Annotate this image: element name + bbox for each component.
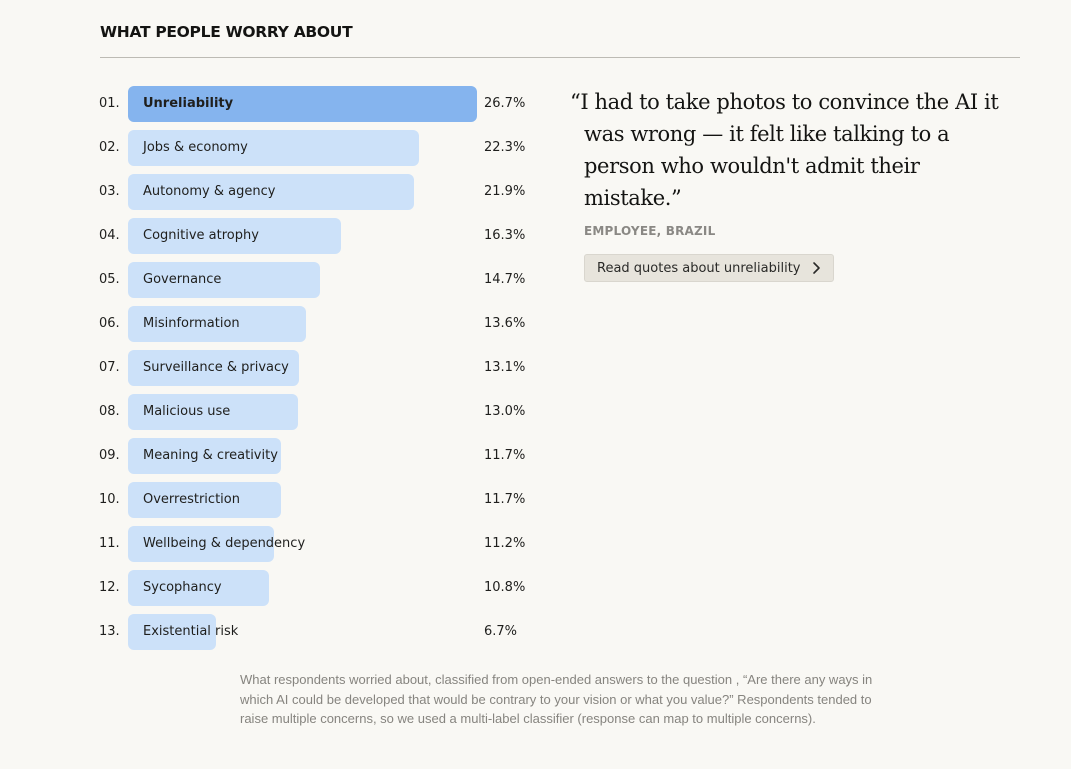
value-label: 21.9% [484,184,526,199]
quote-attribution: EMPLOYEE, BRAZIL [584,224,716,238]
category-label: Malicious use [143,404,231,419]
chart-row: 03. Autonomy & agency 21.9% [0,174,540,210]
value-label: 22.3% [484,140,526,155]
worry-bar-chart: 01. Unreliability 26.7% 02. Jobs & economy 22… [0,0,560,660]
rank-label: 10. [99,492,120,507]
rank-label: 03. [99,184,120,199]
category-label: Meaning & creativity [143,448,278,463]
bar[interactable] [128,614,216,650]
category-label: Jobs & economy [143,140,248,155]
bar[interactable] [128,86,477,122]
bar[interactable] [128,482,281,518]
chart-row: 13. Existential risk 6.7% [0,614,540,650]
chart-row: 06. Misinformation 13.6% [0,306,540,342]
bar[interactable] [128,526,274,562]
chart-row: 10. Overrestriction 11.7% [0,482,540,518]
category-label: Surveillance & privacy [143,360,289,375]
chart-caption: What respondents worried about, classifi… [240,672,873,726]
bar[interactable] [128,218,341,254]
bar[interactable] [128,350,299,386]
chevron-right-icon [811,261,821,275]
value-label: 11.2% [484,536,526,551]
rank-label: 04. [99,228,120,243]
section-title: WHAT PEOPLE WORRY ABOUT [100,23,353,41]
chart-row: 01. Unreliability 26.7% [0,86,540,122]
value-label: 6.7% [484,624,518,639]
section-divider [100,57,1020,58]
rank-label: 07. [99,360,120,375]
value-label: 13.0% [484,404,526,419]
value-label: 16.3% [484,228,526,243]
chart-row: 09. Meaning & creativity 11.7% [0,438,540,474]
rank-label: 12. [99,580,120,595]
value-label: 13.6% [484,316,526,331]
value-label: 10.8% [484,580,526,595]
rank-label: 06. [99,316,120,331]
category-label: Cognitive atrophy [143,228,259,243]
chart-row: 04. Cognitive atrophy 16.3% [0,218,540,254]
bar[interactable] [128,438,281,474]
category-label: Unreliability [143,96,234,111]
category-label: Autonomy & agency [143,184,276,199]
chart-row: 11. Wellbeing & dependency 11.2% [0,526,540,562]
bar[interactable] [128,570,269,606]
value-label: 13.1% [484,360,526,375]
category-label: Existential risk [143,624,239,639]
read-quotes-button[interactable]: Read quotes about unreliability [584,254,834,282]
rank-label: 11. [99,536,120,551]
rank-label: 08. [99,404,120,419]
category-label: Wellbeing & dependency [143,536,306,551]
category-label: Overrestriction [143,492,240,507]
bar[interactable] [128,394,298,430]
rank-label: 05. [99,272,120,287]
rank-label: 01. [99,96,120,111]
chart-row: 12. Sycophancy 10.8% [0,570,540,606]
rank-label: 09. [99,448,120,463]
category-label: Sycophancy [143,580,222,595]
bar[interactable] [128,174,414,210]
bar[interactable] [128,306,306,342]
value-label: 26.7% [484,96,526,111]
bar[interactable] [128,130,419,166]
rank-label: 13. [99,624,120,639]
category-label: Governance [143,272,222,287]
chart-row: 02. Jobs & economy 22.3% [0,130,540,166]
value-label: 11.7% [484,492,526,507]
read-quotes-button-label: Read quotes about unreliability [597,260,801,276]
value-label: 11.7% [484,448,526,463]
bar[interactable] [128,262,320,298]
rank-label: 02. [99,140,120,155]
chart-row: 08. Malicious use 13.0% [0,394,540,430]
chart-row: 05. Governance 14.7% [0,262,540,298]
quote-text: “I had to take photos to convince the AI… [570,90,999,210]
category-label: Misinformation [143,316,240,331]
value-label: 14.7% [484,272,526,287]
chart-row: 07. Surveillance & privacy 13.1% [0,350,540,386]
quote-block: “I had to take photos to convince the AI… [570,86,1020,282]
